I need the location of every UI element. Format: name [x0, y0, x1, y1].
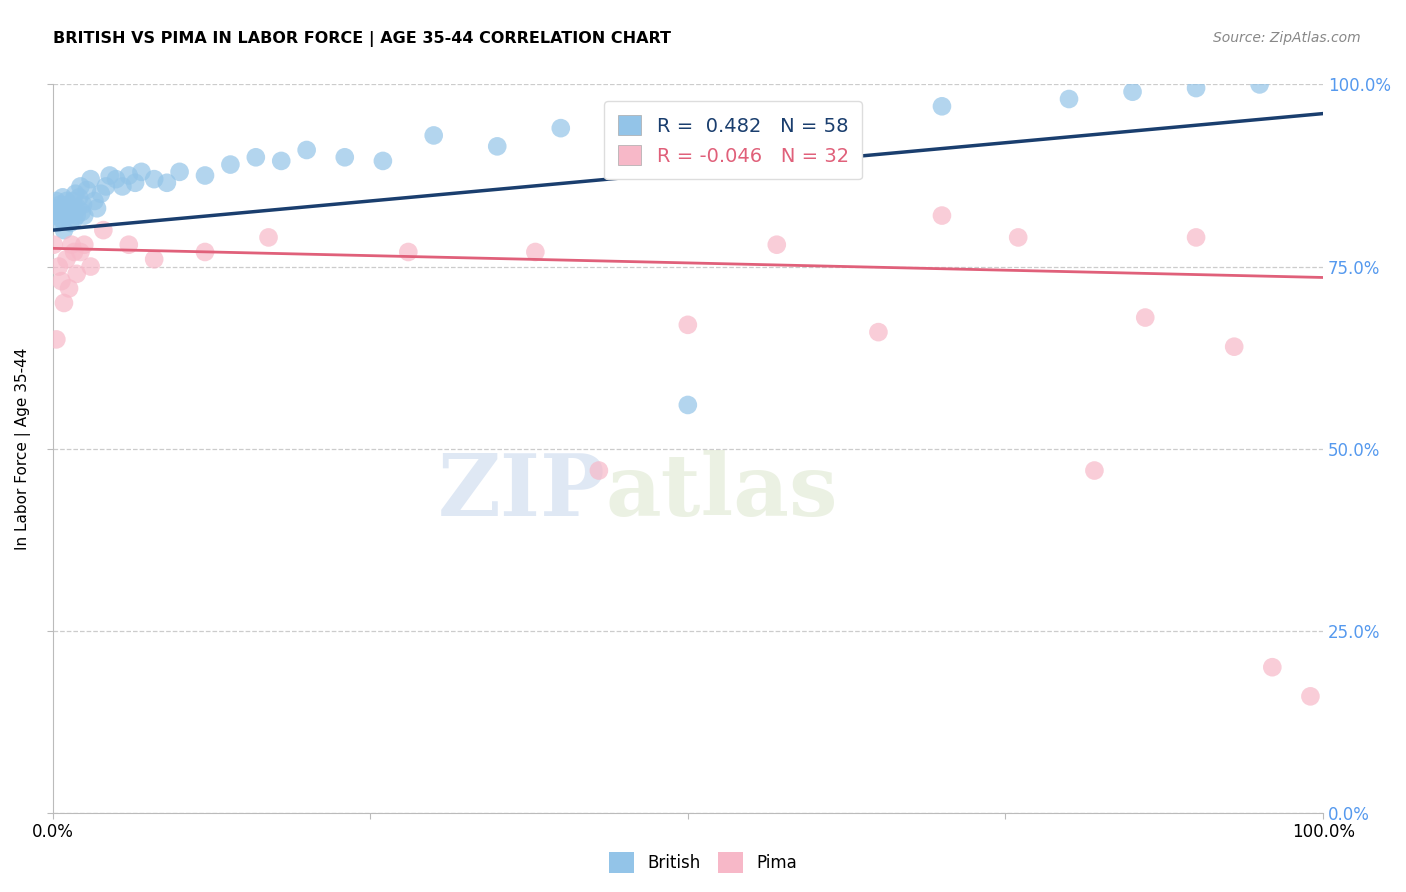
Point: [55, 194, 77, 208]
Point: [931, 99, 953, 113]
Point: [156, 176, 179, 190]
Point: [60, 237, 83, 252]
Point: [143, 172, 166, 186]
Point: [486, 139, 509, 153]
Point: [765, 237, 787, 252]
Point: [42, 237, 65, 252]
Text: ZIP: ZIP: [437, 450, 605, 534]
Point: [105, 172, 128, 186]
Point: [72, 197, 94, 211]
Point: [52, 296, 75, 310]
Point: [295, 143, 318, 157]
Point: [67, 190, 90, 204]
Point: [46, 216, 69, 230]
Point: [48, 260, 70, 274]
Point: [371, 153, 394, 168]
Point: [62, 194, 84, 208]
Point: [90, 186, 112, 201]
Point: [676, 398, 699, 412]
Point: [49, 197, 72, 211]
Point: [1299, 690, 1322, 704]
Point: [111, 179, 134, 194]
Point: [550, 121, 572, 136]
Point: [613, 118, 636, 132]
Point: [396, 244, 419, 259]
Point: [73, 209, 96, 223]
Point: [588, 463, 610, 477]
Point: [66, 267, 89, 281]
Point: [1185, 81, 1208, 95]
Point: [131, 165, 153, 179]
Point: [56, 209, 79, 223]
Point: [219, 157, 242, 171]
Point: [94, 179, 117, 194]
Point: [63, 212, 86, 227]
Point: [1249, 78, 1271, 92]
Text: Source: ZipAtlas.com: Source: ZipAtlas.com: [1213, 31, 1361, 45]
Point: [270, 153, 292, 168]
Point: [1185, 230, 1208, 244]
Point: [45, 332, 67, 346]
Point: [118, 169, 141, 183]
Point: [1223, 340, 1246, 354]
Point: [76, 183, 98, 197]
Point: [245, 150, 267, 164]
Point: [52, 190, 75, 204]
Point: [804, 106, 827, 120]
Point: [53, 201, 76, 215]
Point: [70, 205, 93, 219]
Text: atlas: atlas: [605, 450, 838, 534]
Text: BRITISH VS PIMA IN LABOR FORCE | AGE 35-44 CORRELATION CHART: BRITISH VS PIMA IN LABOR FORCE | AGE 35-…: [53, 31, 672, 47]
Point: [66, 209, 89, 223]
Legend: R =  0.482   N = 58, R = -0.046   N = 32: R = 0.482 N = 58, R = -0.046 N = 32: [605, 102, 862, 179]
Point: [58, 281, 80, 295]
Point: [79, 172, 101, 186]
Point: [69, 244, 91, 259]
Point: [73, 237, 96, 252]
Point: [194, 169, 217, 183]
Point: [79, 260, 101, 274]
Point: [124, 176, 146, 190]
Point: [42, 201, 65, 215]
Point: [931, 209, 953, 223]
Point: [44, 209, 66, 223]
Point: [55, 252, 77, 267]
Point: [676, 318, 699, 332]
Point: [143, 252, 166, 267]
Point: [1135, 310, 1157, 325]
Point: [66, 201, 89, 215]
Point: [1007, 230, 1029, 244]
Point: [1083, 463, 1105, 477]
Point: [98, 169, 121, 183]
Point: [257, 230, 280, 244]
Point: [65, 186, 87, 201]
Point: [52, 223, 75, 237]
Point: [524, 244, 547, 259]
Point: [59, 216, 82, 230]
Legend: British, Pima: British, Pima: [603, 846, 803, 880]
Point: [58, 197, 80, 211]
Point: [1261, 660, 1284, 674]
Y-axis label: In Labor Force | Age 35-44: In Labor Force | Age 35-44: [15, 348, 31, 549]
Point: [1122, 85, 1144, 99]
Point: [868, 325, 890, 339]
Point: [48, 205, 70, 219]
Point: [169, 165, 191, 179]
Point: [422, 128, 444, 143]
Point: [86, 201, 108, 215]
Point: [45, 194, 67, 208]
Point: [118, 237, 141, 252]
Point: [83, 194, 105, 208]
Point: [333, 150, 356, 164]
Point: [51, 212, 73, 227]
Point: [60, 205, 83, 219]
Point: [93, 223, 115, 237]
Point: [51, 274, 73, 288]
Point: [194, 244, 217, 259]
Point: [63, 244, 86, 259]
Point: [69, 179, 91, 194]
Point: [1057, 92, 1080, 106]
